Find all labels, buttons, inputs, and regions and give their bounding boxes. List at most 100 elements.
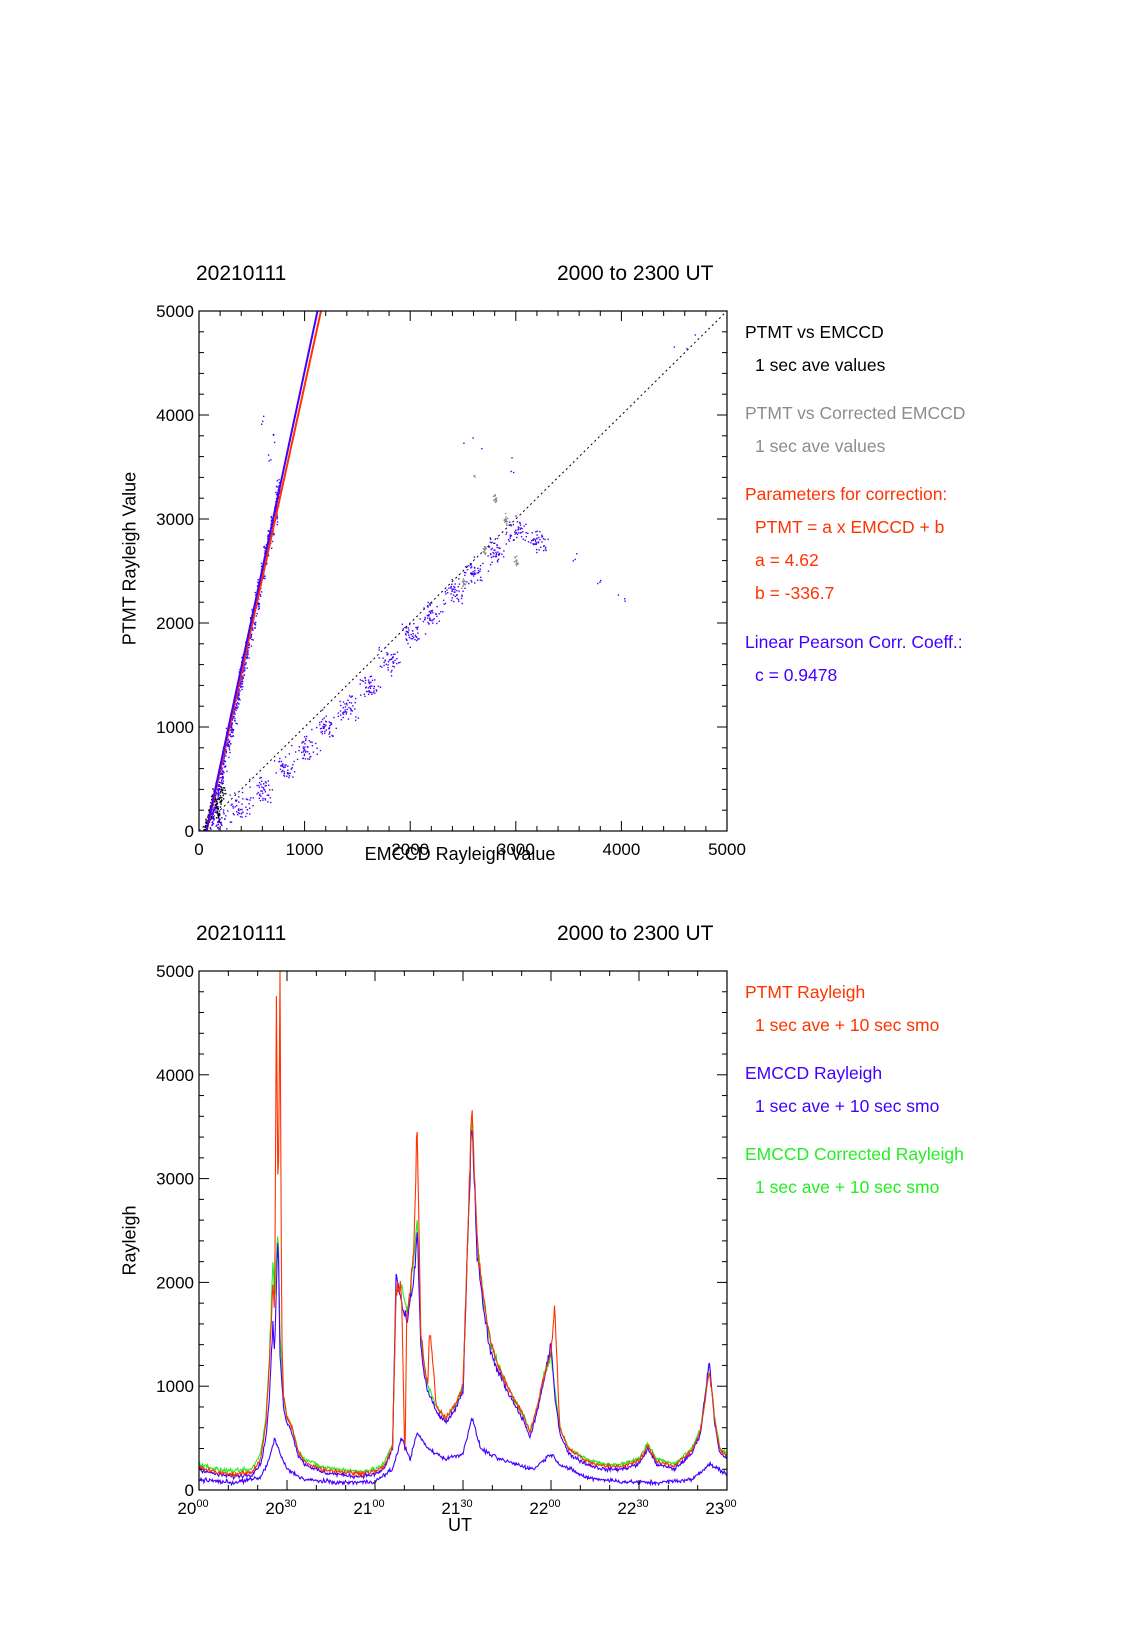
scatter-point	[263, 546, 265, 548]
scatter-point	[428, 610, 431, 613]
scatter-point	[393, 666, 396, 668]
scatter-point	[541, 535, 544, 538]
bottom-legend-line-5: 1 sec ave + 10 sec smo	[755, 1177, 940, 1197]
scatter-point	[451, 589, 453, 591]
scatter-point	[412, 633, 414, 635]
scatter-point	[451, 583, 453, 585]
scatter-point	[384, 660, 386, 662]
scatter-point	[496, 544, 498, 546]
scatter-point	[339, 710, 342, 712]
scatter-point	[387, 660, 390, 663]
scatter-point	[536, 530, 538, 533]
scatter-point	[323, 727, 326, 729]
scatter-point	[490, 548, 492, 551]
scatter-point	[325, 729, 328, 731]
scatter-point	[205, 820, 207, 822]
scatter-point	[534, 539, 537, 541]
top-legend-line-4: Parameters for correction:	[745, 484, 948, 504]
scatter-point	[259, 793, 261, 795]
scatter-point	[231, 803, 233, 805]
scatter-point	[225, 750, 227, 753]
scatter-point	[319, 749, 322, 752]
scatter-point	[470, 573, 473, 576]
scatter-point	[261, 786, 263, 788]
scatter-point	[458, 600, 460, 602]
scatter-point	[493, 549, 495, 551]
scatter-point	[322, 727, 325, 730]
scatter-point	[241, 657, 243, 659]
scatter-point	[245, 798, 248, 800]
scatter-point	[264, 799, 267, 801]
scatter-point	[406, 630, 408, 633]
scatter-point	[254, 591, 256, 594]
scatter-point	[277, 497, 280, 500]
scatter-point	[532, 543, 534, 545]
scatter-point	[230, 724, 233, 727]
scatter-point	[506, 520, 508, 523]
scatter-point	[694, 334, 697, 336]
scatter-point	[229, 751, 231, 754]
scatter-point	[267, 534, 269, 536]
scatter-point	[373, 690, 375, 692]
bottom-y-tick-label: 4000	[156, 1066, 194, 1085]
scatter-point	[370, 675, 373, 677]
scatter-point	[496, 561, 499, 563]
scatter-point	[216, 807, 219, 809]
scatter-point	[275, 508, 277, 511]
scatter-point	[257, 581, 259, 584]
scatter-point	[242, 798, 244, 800]
scatter-point	[390, 671, 392, 673]
scatter-point	[230, 731, 233, 733]
scatter-point	[298, 746, 301, 748]
scatter-point	[258, 602, 261, 605]
scatter-point	[379, 686, 382, 688]
scatter-point	[241, 678, 244, 680]
scatter-point	[369, 687, 372, 689]
scatter-point	[267, 784, 270, 787]
scatter-point	[252, 639, 254, 641]
scatter-point	[468, 582, 470, 585]
scatter-point	[472, 572, 474, 575]
scatter-point	[321, 730, 324, 733]
scatter-point	[413, 622, 415, 625]
scatter-point	[309, 756, 311, 758]
scatter-point	[481, 579, 483, 582]
scatter-point	[219, 786, 222, 788]
top-time-range-label: 2000 to 2300 UT	[557, 262, 714, 285]
scatter-point	[375, 690, 378, 692]
scatter-point	[505, 533, 507, 535]
scatter-point	[431, 610, 433, 612]
scatter-point	[221, 769, 224, 772]
scatter-point	[259, 593, 262, 596]
scatter-point	[538, 536, 540, 539]
top-legend-line-3: 1 sec ave values	[755, 436, 886, 456]
scatter-point	[452, 588, 455, 590]
scatter-point	[445, 593, 447, 595]
scatter-point	[539, 530, 541, 533]
scatter-point	[215, 825, 217, 827]
scatter-point	[262, 787, 265, 789]
scatter-point	[237, 702, 239, 705]
scatter-point	[279, 757, 281, 760]
scatter-point	[324, 725, 326, 728]
scatter-point	[248, 807, 251, 809]
scatter-point	[452, 600, 455, 603]
scatter-point	[516, 533, 519, 536]
top-x-tick-label: 0	[194, 840, 203, 859]
scatter-point	[440, 611, 442, 613]
scatter-point	[225, 815, 227, 817]
scatter-point	[219, 795, 221, 797]
bottom-y-tick-label: 2000	[156, 1273, 194, 1292]
scatter-point	[597, 582, 599, 585]
scatter-point	[386, 652, 388, 654]
scatter-point	[324, 720, 327, 722]
scatter-point	[537, 541, 540, 543]
scatter-point	[222, 762, 224, 765]
top-legend-line-7: b = -336.7	[755, 583, 835, 603]
scatter-point	[479, 568, 481, 570]
scatter-point	[430, 602, 433, 604]
scatter-point	[249, 778, 251, 781]
scatter-point	[410, 633, 412, 636]
scatter-point	[246, 656, 248, 659]
scatter-point	[532, 539, 534, 542]
